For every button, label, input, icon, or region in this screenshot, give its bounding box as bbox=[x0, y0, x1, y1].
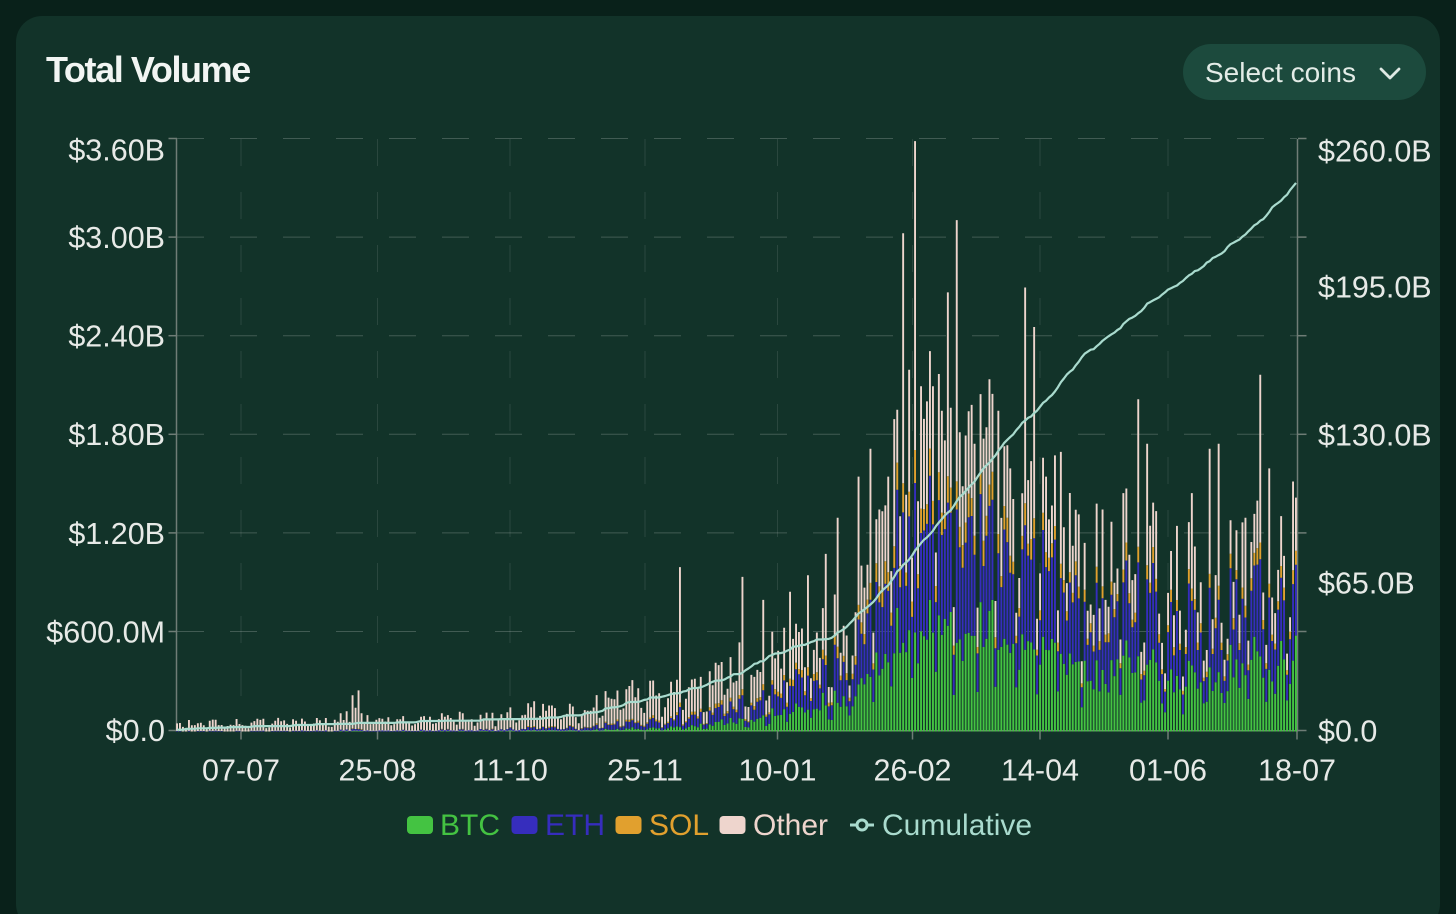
svg-text:SOL: SOL bbox=[649, 809, 709, 842]
svg-text:01-06: 01-06 bbox=[1129, 753, 1207, 787]
svg-text:Total Volume: Total Volume bbox=[46, 49, 250, 90]
svg-text:$600.0M: $600.0M bbox=[46, 615, 165, 649]
svg-text:18-07: 18-07 bbox=[1258, 753, 1336, 787]
svg-text:$130.0B: $130.0B bbox=[1318, 418, 1432, 452]
svg-text:07-07: 07-07 bbox=[202, 753, 280, 787]
svg-text:BTC: BTC bbox=[440, 809, 500, 842]
svg-text:ETH: ETH bbox=[545, 809, 605, 842]
svg-text:$3.60B: $3.60B bbox=[68, 133, 165, 167]
svg-text:25-11: 25-11 bbox=[607, 753, 683, 787]
svg-text:$3.00B: $3.00B bbox=[68, 221, 165, 255]
svg-text:$2.40B: $2.40B bbox=[68, 320, 165, 354]
svg-text:$1.80B: $1.80B bbox=[68, 418, 165, 452]
svg-text:11-10: 11-10 bbox=[472, 753, 548, 787]
svg-text:$65.0B: $65.0B bbox=[1318, 566, 1415, 600]
svg-text:Cumulative: Cumulative bbox=[882, 809, 1032, 842]
svg-text:Select coins: Select coins bbox=[1205, 57, 1356, 88]
svg-text:$0.0: $0.0 bbox=[1318, 714, 1377, 748]
svg-text:10-01: 10-01 bbox=[738, 753, 816, 787]
svg-text:$195.0B: $195.0B bbox=[1318, 270, 1432, 304]
svg-text:$0.0: $0.0 bbox=[106, 714, 165, 748]
svg-text:14-04: 14-04 bbox=[1001, 753, 1079, 787]
svg-text:25-08: 25-08 bbox=[338, 753, 416, 787]
svg-text:Other: Other bbox=[753, 809, 828, 842]
svg-text:26-02: 26-02 bbox=[873, 753, 951, 787]
svg-text:$260.0B: $260.0B bbox=[1318, 134, 1432, 168]
svg-text:$1.20B: $1.20B bbox=[68, 517, 165, 551]
